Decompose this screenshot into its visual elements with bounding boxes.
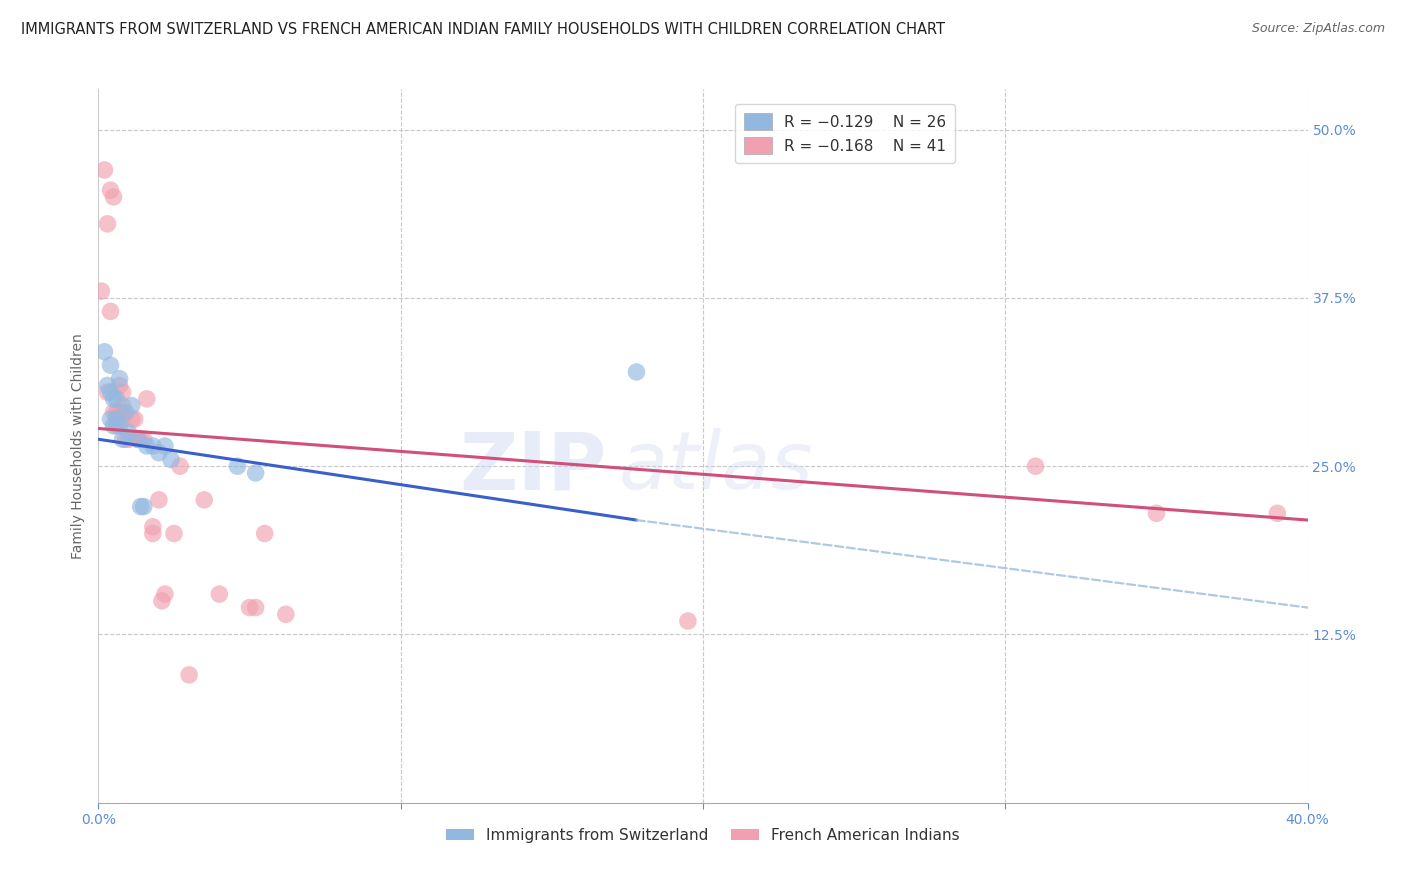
Point [226, 459, 249, 474]
Point [121, 412, 143, 426]
Point [1144, 506, 1167, 520]
Point [111, 412, 134, 426]
Point [100, 358, 122, 372]
Point [103, 392, 125, 406]
Point [96, 385, 118, 400]
Point [111, 432, 134, 446]
Point [1267, 506, 1289, 520]
Point [121, 399, 143, 413]
Point [105, 418, 128, 433]
Point [253, 526, 276, 541]
Point [129, 432, 152, 446]
Point [100, 412, 122, 426]
Point [96, 378, 118, 392]
Point [245, 600, 267, 615]
Point [103, 405, 125, 419]
Point [93, 163, 115, 178]
Point [108, 372, 131, 386]
Point [169, 459, 191, 474]
Point [148, 446, 170, 460]
Point [100, 385, 122, 400]
Point [103, 418, 125, 433]
Text: Source: ZipAtlas.com: Source: ZipAtlas.com [1251, 22, 1385, 36]
Point [153, 439, 176, 453]
Text: ZIP: ZIP [458, 428, 606, 507]
Point [105, 405, 128, 419]
Point [96, 217, 118, 231]
Point [274, 607, 297, 622]
Point [108, 418, 131, 433]
Point [135, 439, 157, 453]
Point [108, 378, 131, 392]
Point [142, 439, 165, 453]
Point [127, 432, 149, 446]
Point [93, 344, 115, 359]
Point [100, 304, 122, 318]
Point [245, 466, 267, 480]
Y-axis label: Family Households with Children: Family Households with Children [72, 333, 86, 559]
Point [208, 587, 231, 601]
Point [90, 284, 112, 298]
Text: atlas: atlas [619, 428, 813, 507]
Point [111, 385, 134, 400]
Point [124, 412, 146, 426]
Text: IMMIGRANTS FROM SWITZERLAND VS FRENCH AMERICAN INDIAN FAMILY HOUSEHOLDS WITH CHI: IMMIGRANTS FROM SWITZERLAND VS FRENCH AM… [21, 22, 945, 37]
Point [153, 587, 176, 601]
Point [142, 526, 165, 541]
Point [105, 392, 128, 406]
Point [105, 412, 128, 426]
Point [111, 399, 134, 413]
Point [118, 425, 141, 440]
Point [626, 365, 648, 379]
Point [114, 405, 136, 419]
Point [103, 190, 125, 204]
Point [108, 405, 131, 419]
Point [135, 392, 157, 406]
Point [142, 520, 165, 534]
Point [132, 432, 155, 446]
Point [132, 500, 155, 514]
Point [179, 668, 201, 682]
Point [150, 594, 173, 608]
Point [129, 500, 152, 514]
Point [676, 614, 699, 628]
Point [1024, 459, 1046, 474]
Point [193, 492, 215, 507]
Point [160, 452, 183, 467]
Point [148, 492, 170, 507]
Point [100, 183, 122, 197]
Point [114, 432, 136, 446]
Point [163, 526, 186, 541]
Legend: Immigrants from Switzerland, French American Indians: Immigrants from Switzerland, French Amer… [440, 822, 966, 848]
Point [239, 600, 262, 615]
Point [127, 432, 149, 446]
Point [118, 432, 141, 446]
